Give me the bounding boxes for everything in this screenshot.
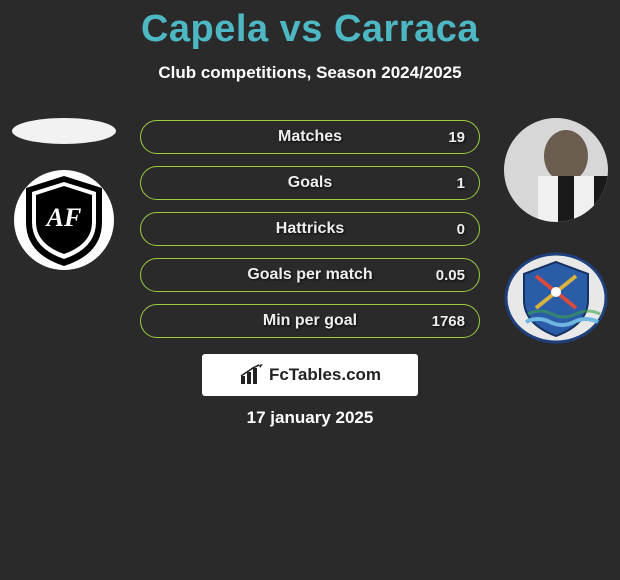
- stat-row-goals: Goals 1: [140, 166, 480, 200]
- generated-date: 17 january 2025: [0, 408, 620, 428]
- brand-text: FcTables.com: [269, 365, 381, 385]
- stat-right-value: 19: [448, 129, 465, 146]
- stat-right-value: 1: [457, 175, 465, 192]
- left-club-badge: AF: [12, 168, 116, 272]
- right-player-photo: [504, 118, 608, 222]
- stat-label: Goals: [288, 174, 332, 192]
- stats-container: Matches 19 Goals 1 Hattricks 0 Goals per…: [140, 120, 480, 338]
- stat-label: Matches: [278, 128, 342, 146]
- page-title: Capela vs Carraca: [0, 0, 620, 51]
- brand-watermark: FcTables.com: [202, 354, 418, 396]
- stat-label: Goals per match: [247, 266, 372, 284]
- svg-text:AF: AF: [45, 203, 82, 232]
- right-player-column: [500, 118, 612, 350]
- chart-icon: [239, 364, 265, 386]
- stat-row-min-per-goal: Min per goal 1768: [140, 304, 480, 338]
- stat-right-value: 1768: [432, 313, 465, 330]
- stat-row-hattricks: Hattricks 0: [140, 212, 480, 246]
- stat-right-value: 0: [457, 221, 465, 238]
- left-player-placeholder: [12, 118, 116, 144]
- stat-row-matches: Matches 19: [140, 120, 480, 154]
- stat-label: Min per goal: [263, 312, 357, 330]
- page-subtitle: Club competitions, Season 2024/2025: [0, 63, 620, 83]
- left-player-column: AF: [8, 118, 120, 272]
- right-club-badge: [504, 246, 608, 350]
- stat-right-value: 0.05: [436, 267, 465, 284]
- stat-label: Hattricks: [276, 220, 344, 238]
- stat-row-goals-per-match: Goals per match 0.05: [140, 258, 480, 292]
